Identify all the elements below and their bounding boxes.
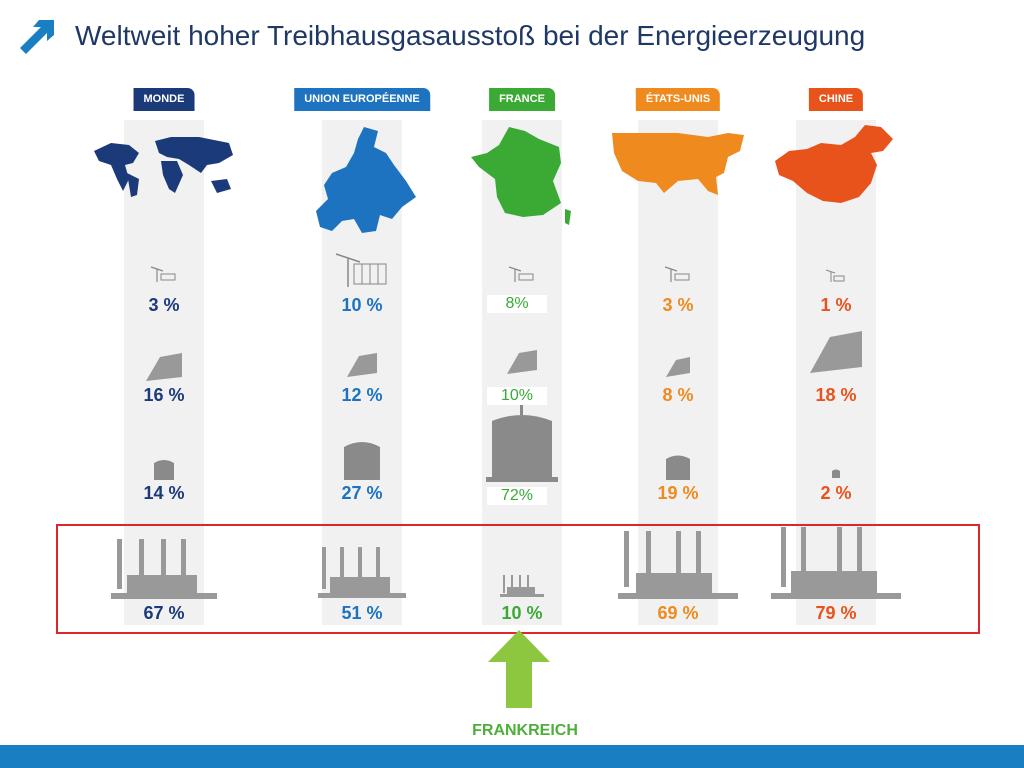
badge-chine: CHINE xyxy=(808,88,864,111)
value-hydro: 12 % xyxy=(341,385,383,405)
china-map-icon xyxy=(775,125,893,203)
fossil-highlight-box xyxy=(56,524,980,634)
wind-turbine-icon xyxy=(150,266,176,282)
page-title: Weltweit hoher Treibhausgasausstoß bei d… xyxy=(75,20,866,51)
wind-turbine-icon xyxy=(335,253,387,287)
value-nuclear: 14 % xyxy=(143,483,185,503)
value-wind: 1 % xyxy=(820,295,852,315)
nuclear-plant-icon xyxy=(154,460,174,480)
footer-bar xyxy=(0,745,1024,768)
value-fossil: 10 % xyxy=(501,603,543,623)
value-wind: 8% xyxy=(487,295,547,313)
value-wind: 10 % xyxy=(341,295,383,315)
wind-turbine-icon xyxy=(508,266,534,282)
value-nuclear: 2 % xyxy=(820,483,852,503)
wind-turbine-icon xyxy=(664,266,690,282)
value-wind: 3 % xyxy=(148,295,180,315)
value-fossil: 79 % xyxy=(815,603,857,623)
arrow-up-right-icon xyxy=(20,20,54,54)
badge-ue: UNION EUROPÉENNE xyxy=(294,88,430,111)
value-nuclear: 19 % xyxy=(657,483,699,503)
badge-monde: MONDE xyxy=(133,88,195,111)
coal-power-plant-icon xyxy=(318,547,406,598)
france-map-icon xyxy=(471,127,571,225)
column-usa: ÉTATS-UNIS 3 % 8 % 19 % 69 % xyxy=(598,85,758,633)
arrow-up-icon xyxy=(488,630,550,708)
world-map-icon xyxy=(94,137,233,197)
value-fossil: 51 % xyxy=(341,603,383,623)
value-nuclear: 72% xyxy=(487,487,547,505)
column-strip xyxy=(796,120,876,625)
value-hydro: 8 % xyxy=(662,385,694,405)
value-hydro: 10% xyxy=(487,387,547,405)
europe-map-icon xyxy=(316,127,416,233)
nuclear-plant-icon xyxy=(486,405,558,482)
coal-power-plant-icon xyxy=(618,531,738,599)
column-monde: MONDE 3 % 16 % 14 % 67 % xyxy=(84,85,244,633)
dam-icon xyxy=(507,350,537,374)
column-ue: UNION EUROPÉENNE 10 % 12 % 27 % 51 % xyxy=(282,85,442,633)
wind-turbine-icon xyxy=(825,269,845,282)
column-france: FRANCE 8% 10% 72% 10 % xyxy=(442,85,602,633)
coal-power-plant-icon xyxy=(111,539,217,599)
usa-map-icon xyxy=(612,133,744,195)
column-chine: CHINE 1 % 18 % 2 % 79 % xyxy=(756,85,916,633)
value-nuclear: 27 % xyxy=(341,483,383,503)
dam-icon xyxy=(146,353,182,381)
nuclear-plant-icon xyxy=(666,455,690,480)
coal-power-plant-icon xyxy=(500,575,544,597)
value-fossil: 67 % xyxy=(143,603,185,623)
dam-icon xyxy=(810,331,862,373)
value-hydro: 16 % xyxy=(143,385,185,405)
coal-power-plant-icon xyxy=(771,527,901,599)
nuclear-plant-icon xyxy=(832,469,840,478)
dam-icon xyxy=(347,353,377,377)
value-hydro: 18 % xyxy=(815,385,857,405)
callout-label: FRANKREICH xyxy=(472,722,578,739)
value-wind: 3 % xyxy=(662,295,694,315)
badge-usa: ÉTATS-UNIS xyxy=(635,88,721,111)
dam-icon xyxy=(666,357,690,377)
badge-france: FRANCE xyxy=(489,88,555,111)
nuclear-plant-icon xyxy=(344,442,380,480)
value-fossil: 69 % xyxy=(657,603,699,623)
